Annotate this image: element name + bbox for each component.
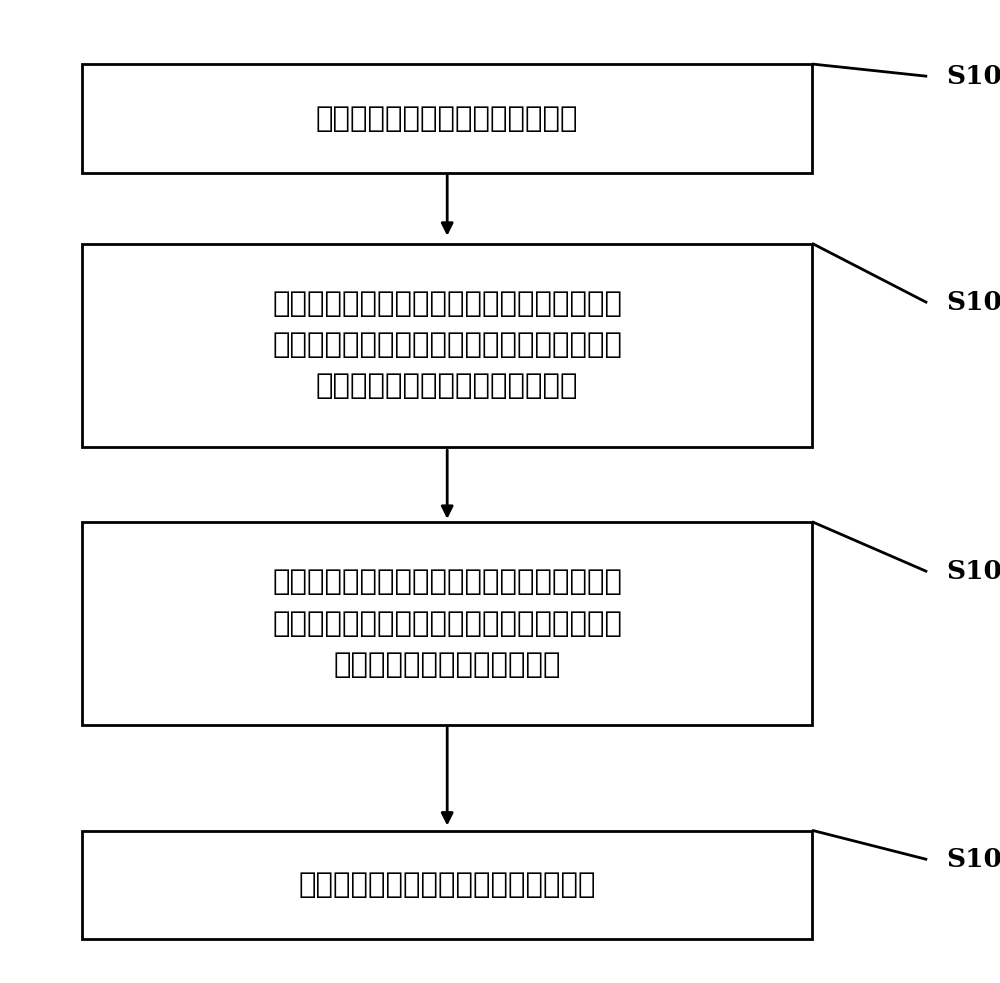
Text: 获取酒店内各房间门口的监控视频: 获取酒店内各房间门口的监控视频	[316, 105, 578, 133]
Text: S104: S104	[946, 847, 1000, 872]
Bar	[82, 831, 812, 940]
Bar	[82, 522, 812, 725]
Text: 根据各监控视频判断各房间门口是否有第一人
员驻留，若在至少一个房间门口存在第一人员
驻留，则统计第一人员的驻留时长: 根据各监控视频判断各房间门口是否有第一人 员驻留，若在至少一个房间门口存在第一人…	[272, 290, 622, 400]
Bar	[82, 65, 812, 173]
Text: S101: S101	[946, 64, 1000, 88]
Text: 根据关联状态，确定第一人员是否可疑: 根据关联状态，确定第一人员是否可疑	[298, 871, 596, 899]
Text: S102: S102	[946, 290, 1000, 316]
Text: S103: S103	[946, 559, 1000, 584]
Bar	[82, 244, 812, 446]
Text: 将驻留时长与时长阈值对比，若驻留时长超过
时长阈值，则判断第一人员与第一人员驻留房
间入住的第二人员的关联状态: 将驻留时长与时长阈值对比，若驻留时长超过 时长阈值，则判断第一人员与第一人员驻留…	[272, 568, 622, 679]
